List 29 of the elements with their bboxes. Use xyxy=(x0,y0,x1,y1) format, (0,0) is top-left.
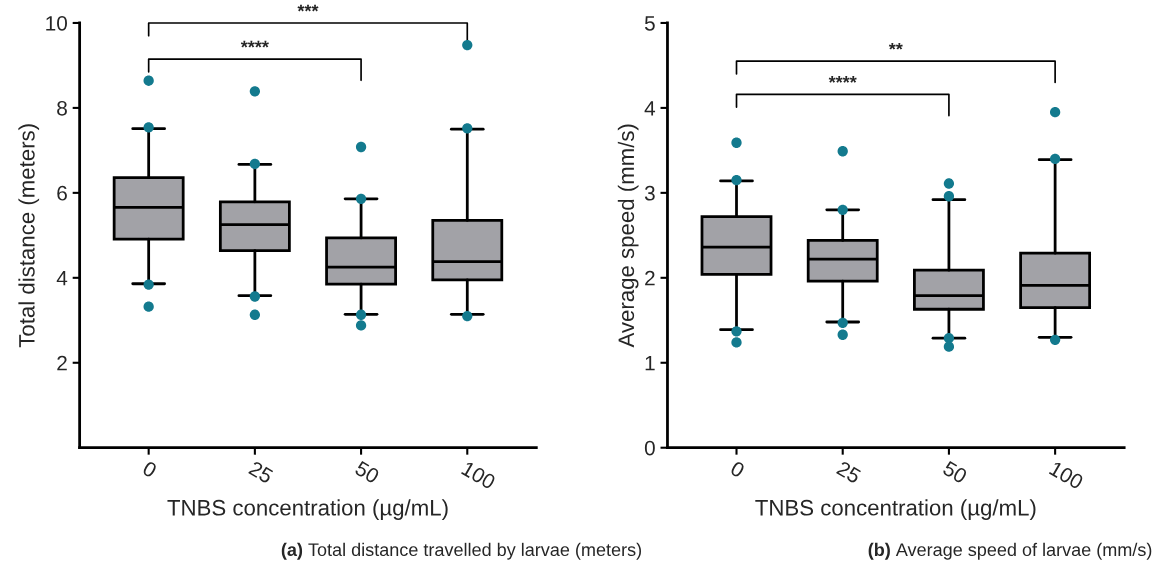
y-tick-label: 2 xyxy=(645,270,655,286)
y-tick-label: 8 xyxy=(57,100,67,116)
text: (a) Total distance travelled by larvae (meters) xyxy=(281,542,642,560)
x-tick-label: 0 xyxy=(729,460,746,479)
x-tick-label: 50 xyxy=(941,460,969,484)
y-tick-label: 6 xyxy=(57,185,67,201)
x-tick-label: 50 xyxy=(354,460,381,484)
y-axis-title: Average speed (mm/s) xyxy=(617,124,639,348)
x-tick-label: 100 xyxy=(1048,460,1085,490)
y-tick-label: 10 xyxy=(46,15,68,31)
y-tick-label: 3 xyxy=(644,185,655,201)
y-tick-label: 5 xyxy=(644,16,655,31)
x-tick-label: 100 xyxy=(461,460,497,490)
y-tick-label: 0 xyxy=(644,440,655,456)
y-axis-title: Total distance (meters) xyxy=(18,124,40,348)
text: (b) Average speed of larvae (mm/s) xyxy=(868,542,1152,560)
annotation: ** xyxy=(888,42,903,50)
x-tick-label: 0 xyxy=(141,460,158,479)
x-axis-title: TNBS concentration (µg/mL) xyxy=(167,499,448,520)
y-tick-label: 4 xyxy=(644,101,656,116)
y-tick-label: 1 xyxy=(645,355,655,371)
annotation: **** xyxy=(240,40,269,48)
x-axis-title: TNBS concentration (µg/mL) xyxy=(755,499,1036,520)
y-tick-label: 2 xyxy=(57,355,67,371)
text: *** xyxy=(297,4,319,12)
x-tick-label: 25 xyxy=(835,460,862,484)
x-tick-label: 25 xyxy=(248,460,274,484)
y-tick-label: 4 xyxy=(56,271,68,286)
annotation: **** xyxy=(828,76,857,83)
